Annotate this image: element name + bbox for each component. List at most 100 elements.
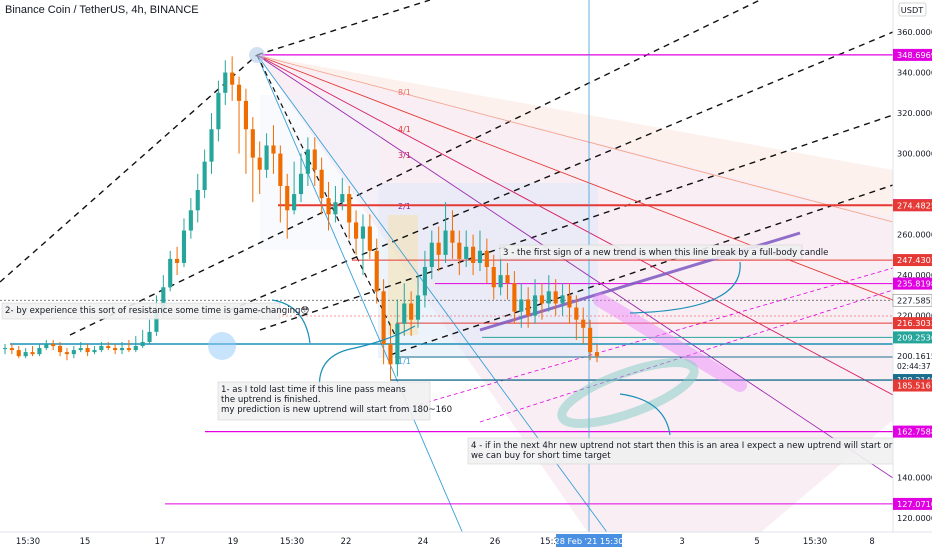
candle bbox=[140, 341, 145, 347]
candle bbox=[243, 100, 248, 130]
annotation-text: 3 - the first sign of a new trend is whe… bbox=[503, 248, 828, 258]
candle bbox=[415, 295, 421, 320]
candle bbox=[250, 129, 255, 158]
time-axis bbox=[0, 532, 932, 550]
candle bbox=[113, 348, 118, 351]
candle bbox=[354, 222, 359, 239]
currency-button-label[interactable]: USDT bbox=[901, 5, 924, 15]
x-tick-label: 5 bbox=[754, 536, 759, 546]
candle bbox=[519, 299, 524, 312]
candle bbox=[16, 350, 21, 357]
candle bbox=[532, 295, 538, 316]
annotation-text: my prediction is new uptrend will start … bbox=[221, 405, 452, 415]
candle bbox=[374, 250, 379, 292]
trend-line bbox=[229, 31, 894, 311]
annotation-text: 2- by experience this sort of resistance… bbox=[5, 306, 310, 316]
cursor-time-label: 28 Feb '21 15:30 bbox=[555, 536, 624, 546]
candle bbox=[23, 352, 28, 357]
candle bbox=[175, 258, 180, 263]
highlight-circle bbox=[208, 332, 236, 360]
fan-ray-1-1 bbox=[256, 54, 621, 550]
candle bbox=[126, 348, 131, 351]
candle bbox=[477, 250, 483, 263]
candle bbox=[2, 348, 8, 350]
candle bbox=[588, 327, 593, 353]
x-tick-label: 26 bbox=[490, 536, 501, 546]
candle bbox=[457, 242, 462, 259]
candle bbox=[340, 194, 345, 203]
candle bbox=[161, 287, 166, 312]
candle bbox=[202, 161, 207, 191]
candle bbox=[471, 246, 476, 263]
candle bbox=[567, 295, 572, 308]
candle bbox=[526, 299, 531, 316]
price-tag-label: 227.5851 bbox=[897, 295, 932, 305]
fan-label: 2/1 bbox=[398, 202, 411, 211]
x-tick-label: 15:30 bbox=[803, 536, 827, 546]
annotation-text: 1- as I told last time if this line pass… bbox=[221, 385, 406, 395]
price-tag bbox=[893, 497, 932, 510]
price-tag-label: 348.6969 bbox=[897, 50, 932, 60]
price-tag bbox=[893, 317, 932, 330]
price-tag bbox=[893, 379, 932, 392]
candle bbox=[498, 275, 503, 288]
price-tag bbox=[893, 254, 932, 267]
x-tick-label: 24 bbox=[418, 536, 429, 546]
x-tick-label: 15:30 bbox=[280, 536, 304, 546]
candle bbox=[264, 145, 269, 170]
price-tag bbox=[893, 199, 932, 212]
candle bbox=[484, 250, 489, 268]
arrow bbox=[318, 325, 416, 393]
candle bbox=[319, 169, 324, 199]
candle bbox=[292, 194, 297, 211]
candle bbox=[78, 348, 83, 351]
candle bbox=[395, 323, 400, 365]
candle bbox=[429, 242, 434, 268]
fan-ray bbox=[256, 54, 471, 550]
candle bbox=[464, 246, 469, 259]
candle bbox=[574, 307, 579, 320]
annotation-box bbox=[217, 381, 431, 421]
candle bbox=[367, 226, 372, 251]
candle bbox=[443, 230, 448, 255]
price-tag-label: 209.2536 bbox=[897, 332, 932, 342]
fan-label: 3/1 bbox=[398, 151, 411, 160]
trend-line bbox=[256, 0, 431, 56]
trend-line bbox=[69, 0, 761, 336]
candle bbox=[71, 350, 76, 355]
candle bbox=[92, 350, 97, 353]
x-tick-label: 17 bbox=[155, 536, 166, 546]
trend-line bbox=[389, 184, 894, 356]
annotation-box bbox=[1, 302, 281, 320]
candle bbox=[257, 157, 262, 170]
candle bbox=[209, 129, 214, 162]
highlight-path bbox=[593, 293, 747, 392]
candle bbox=[381, 291, 386, 345]
y-tick-label: 200.1615 bbox=[897, 351, 932, 361]
price-tag-label: 235.8198 bbox=[897, 279, 932, 289]
candle bbox=[305, 149, 310, 174]
arrow bbox=[629, 261, 741, 314]
candle bbox=[347, 194, 352, 223]
candle bbox=[512, 283, 517, 312]
fan-label: 1/1 bbox=[398, 357, 411, 366]
price-tag-label: 185.5167 bbox=[897, 381, 932, 391]
candle bbox=[326, 198, 331, 215]
arrow bbox=[271, 299, 311, 344]
candle bbox=[64, 352, 70, 355]
price-tag bbox=[893, 425, 932, 438]
fan-label: 8/1 bbox=[398, 88, 411, 97]
currency-button bbox=[898, 2, 927, 17]
candle bbox=[450, 230, 455, 243]
price-tag-label: 274.4825 bbox=[897, 200, 932, 210]
fan-label: 4/1 bbox=[398, 125, 411, 134]
annotation-text: we can buy for short time target bbox=[471, 451, 611, 461]
